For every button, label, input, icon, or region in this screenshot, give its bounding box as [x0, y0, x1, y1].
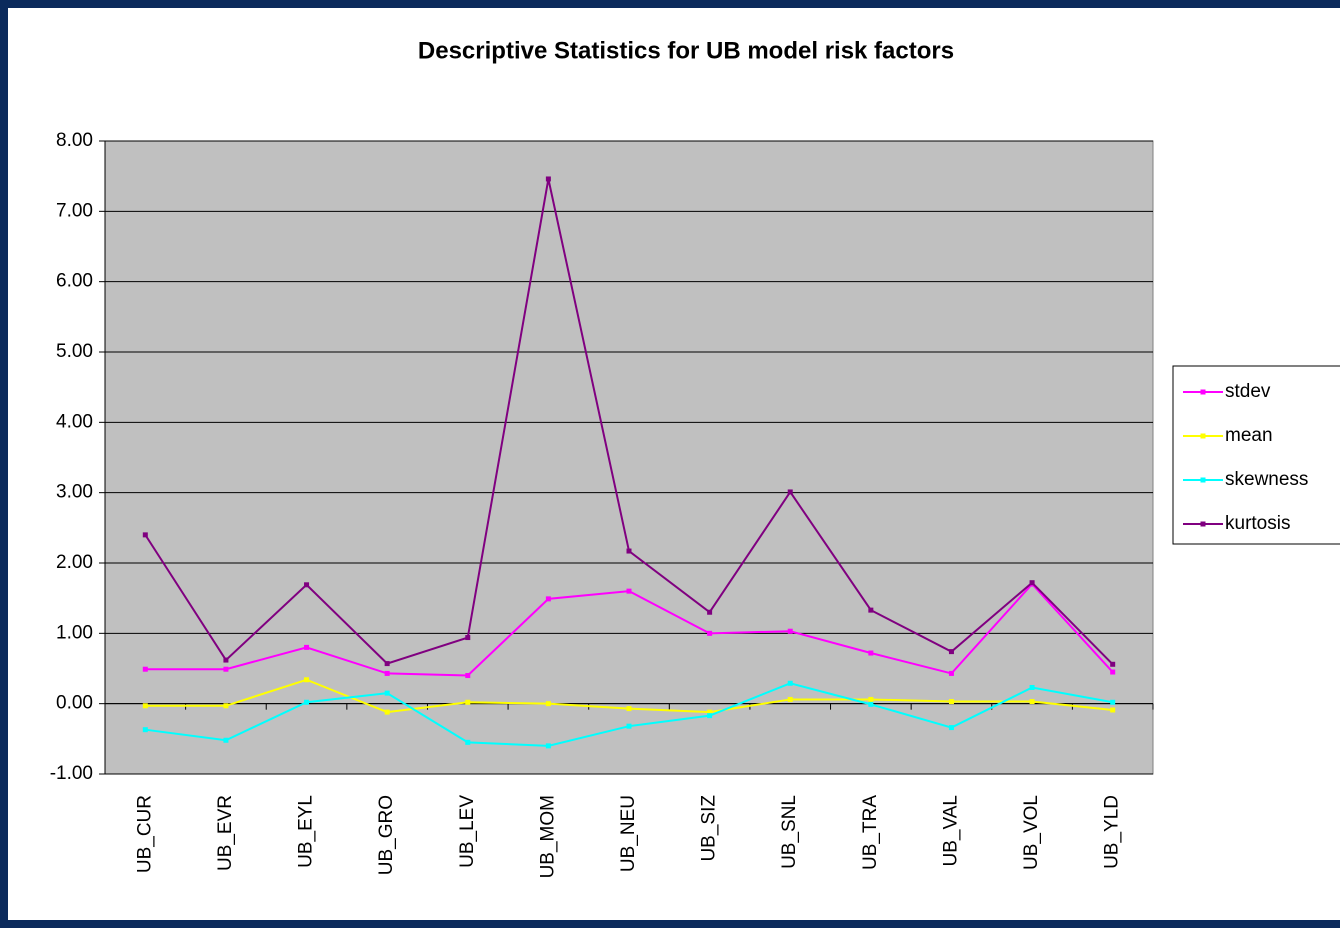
- x-tick-label: UB_CUR: [134, 795, 155, 873]
- point-marker: [465, 699, 471, 705]
- x-tick-label: UB_VOL: [1021, 795, 1042, 870]
- point-marker: [1110, 661, 1116, 667]
- point-marker: [545, 743, 551, 749]
- point-marker: [626, 706, 632, 712]
- chart-title: Descriptive Statistics for UB model risk…: [418, 37, 954, 64]
- point-marker: [304, 677, 310, 683]
- x-tick-label: UB_TRA: [860, 795, 881, 870]
- point-marker: [223, 657, 229, 663]
- point-marker: [465, 635, 471, 641]
- point-marker: [868, 607, 874, 613]
- point-marker: [465, 673, 471, 679]
- point-marker: [304, 699, 310, 705]
- point-marker: [1110, 699, 1116, 705]
- point-marker: [142, 727, 148, 733]
- x-tick-label: UB_SIZ: [699, 795, 720, 862]
- point-marker: [223, 737, 229, 743]
- plot-background: [104, 140, 1154, 775]
- point-marker: [142, 666, 148, 672]
- legend-label: skewness: [1225, 469, 1308, 490]
- y-tick-label: 2.00: [56, 552, 93, 573]
- x-tick-label: UB_VAL: [940, 795, 961, 866]
- point-marker: [868, 696, 874, 702]
- y-tick-label: 5.00: [56, 341, 93, 362]
- y-tick-label: 0.00: [56, 693, 93, 714]
- point-marker: [787, 628, 793, 634]
- legend-label: stdev: [1225, 381, 1271, 402]
- x-tick-label: UB_GRO: [376, 795, 397, 875]
- y-tick-label: 6.00: [56, 271, 93, 292]
- point-marker: [707, 713, 713, 719]
- y-tick-label: 1.00: [56, 622, 93, 643]
- legend-marker: [1200, 477, 1206, 483]
- point-marker: [384, 690, 390, 696]
- point-marker: [868, 650, 874, 656]
- point-marker: [223, 666, 229, 672]
- point-marker: [545, 176, 551, 182]
- point-marker: [787, 680, 793, 686]
- point-marker: [465, 739, 471, 745]
- y-tick-label: 4.00: [56, 411, 93, 432]
- point-marker: [948, 649, 954, 655]
- x-tick-label: UB_YLD: [1102, 795, 1123, 869]
- y-tick-label: 3.00: [56, 482, 93, 503]
- point-marker: [707, 609, 713, 615]
- point-marker: [948, 699, 954, 705]
- point-marker: [545, 596, 551, 602]
- point-marker: [787, 696, 793, 702]
- point-marker: [384, 709, 390, 715]
- point-marker: [545, 701, 551, 707]
- legend-marker: [1200, 389, 1206, 395]
- point-marker: [626, 723, 632, 729]
- x-tick-label: UB_MOM: [537, 795, 558, 878]
- legend-marker: [1200, 521, 1206, 527]
- point-marker: [1029, 580, 1035, 586]
- legend-box: [1172, 365, 1340, 545]
- point-marker: [384, 670, 390, 676]
- point-marker: [707, 709, 713, 715]
- y-tick-label: 8.00: [56, 130, 93, 151]
- point-marker: [384, 661, 390, 667]
- legend-label: kurtosis: [1225, 513, 1290, 534]
- point-marker: [142, 532, 148, 538]
- point-marker: [1029, 684, 1035, 690]
- point-marker: [626, 588, 632, 594]
- point-marker: [948, 725, 954, 731]
- point-marker: [707, 630, 713, 636]
- point-marker: [948, 670, 954, 676]
- point-marker: [787, 489, 793, 495]
- x-tick-label: UB_EYL: [296, 795, 317, 868]
- point-marker: [1110, 669, 1116, 675]
- x-tick-label: UB_SNL: [779, 795, 800, 869]
- point-marker: [142, 703, 148, 709]
- y-tick-label: -1.00: [50, 763, 93, 784]
- x-tick-label: UB_LEV: [457, 795, 478, 868]
- y-tick-label: 7.00: [56, 200, 93, 221]
- point-marker: [868, 701, 874, 707]
- point-marker: [223, 703, 229, 709]
- legend-label: mean: [1225, 425, 1273, 446]
- point-marker: [1029, 699, 1035, 705]
- x-tick-label: UB_EVR: [215, 795, 236, 871]
- point-marker: [626, 548, 632, 554]
- legend-marker: [1200, 433, 1206, 439]
- point-marker: [304, 644, 310, 650]
- point-marker: [304, 582, 310, 588]
- point-marker: [1110, 707, 1116, 713]
- x-tick-label: UB_NEU: [618, 795, 639, 872]
